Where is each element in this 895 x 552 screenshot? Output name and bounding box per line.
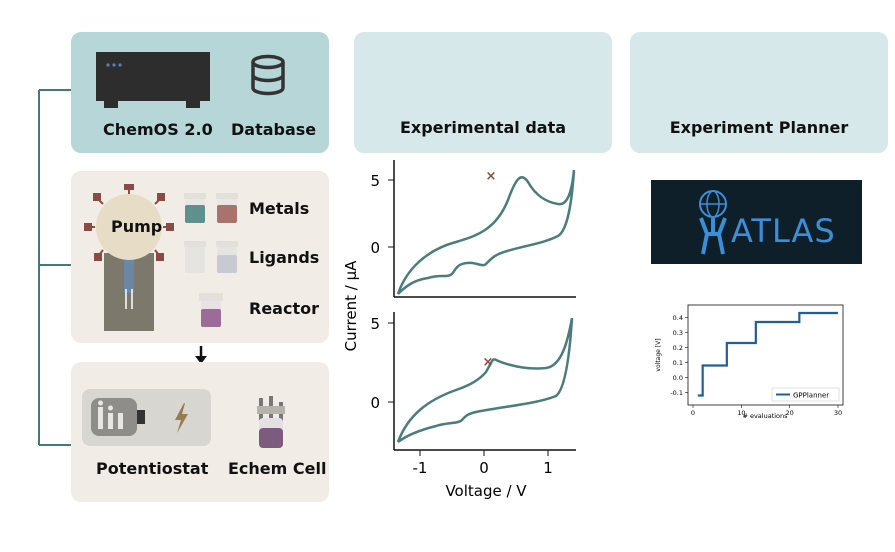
planner-xtick-label: 10 <box>737 409 745 417</box>
planner-chart-frame <box>687 304 844 406</box>
planner-x-axis-label: # evaluations <box>742 412 788 420</box>
cv-bottom-ytick-5: 5 <box>370 315 380 333</box>
chemos-database-panel: ChemOS 2.0 Database <box>71 32 329 153</box>
atlas-figure-icon <box>699 190 727 255</box>
cv-bottom-max-marker: × <box>483 355 494 370</box>
planner-y-axis-label: voltage [V] <box>655 338 662 371</box>
cv-bottom-ytick-0: 0 <box>370 394 380 412</box>
chemos-label: ChemOS 2.0 <box>103 120 213 139</box>
potentiostat-label: Potentiostat <box>96 459 209 478</box>
database-label: Database <box>231 120 317 139</box>
planner-ytick-label: 0.1 <box>673 359 683 367</box>
cv-bottom-curve <box>396 317 574 444</box>
pump-illustration <box>84 184 238 331</box>
pump-panel: Pump Metals Ligands Reactor <box>71 171 329 343</box>
experimental-data-panel: Experimental data <box>354 32 612 153</box>
cv-plot: 5 0 × 5 0 × -1 0 1 Voltage / V Current /… <box>342 160 576 500</box>
experimental-data-header: Experimental data <box>399 118 567 137</box>
database-icon <box>251 54 285 96</box>
echem-panel: Potentiostat Echem Cell <box>71 362 329 502</box>
legend-label-gpplanner: GPPlanner <box>793 392 829 400</box>
reactor-label: Reactor <box>249 299 319 318</box>
cv-top-ytick-5: 5 <box>370 172 380 190</box>
cv-xtick-1: 1 <box>543 459 553 477</box>
planner-ytick-label: -0.1 <box>670 389 683 397</box>
down-arrow-icon <box>195 346 207 364</box>
series-line-gpplanner <box>697 311 838 397</box>
cv-top-ytick-0: 0 <box>370 239 380 257</box>
atlas-logo-text: ATLAS <box>731 212 836 250</box>
planner-ytick-label: 0.0 <box>673 374 683 382</box>
cv-top-curve <box>396 169 576 295</box>
planner-chart: 0.4 0.3 0.2 0.1 0.0 -0.1 0 10 20 30 GPPlanner # … <box>655 304 844 420</box>
ligands-label: Ligands <box>249 248 320 267</box>
echem-cell-label: Echem Cell <box>228 459 327 478</box>
cv-xtick-0: 0 <box>479 459 489 477</box>
planner-ytick-label: 0.2 <box>673 344 683 352</box>
planner-legend <box>771 387 840 402</box>
planner-xtick-label: 30 <box>834 409 842 417</box>
experiment-planner-panel: Experiment Planner <box>630 32 888 153</box>
cv-top-max-marker: × <box>486 169 497 184</box>
planner-xtick-label: 0 <box>691 409 695 417</box>
planner-ytick-label: 0.3 <box>673 329 683 337</box>
potentiostat-illustration <box>82 389 285 448</box>
pump-label: Pump <box>111 217 163 236</box>
cv-y-axis-label: Current / μA <box>342 260 360 351</box>
metals-label: Metals <box>249 199 310 218</box>
server-icon <box>96 52 210 108</box>
cv-x-axis-label: Voltage / V <box>445 482 527 500</box>
experiment-planner-header: Experiment Planner <box>669 118 849 137</box>
planner-ytick-label: 0.4 <box>673 314 683 322</box>
atlas-logo: ATLAS <box>651 180 862 264</box>
cv-xtick-neg1: -1 <box>413 459 428 477</box>
planner-xtick-label: 20 <box>786 409 794 417</box>
